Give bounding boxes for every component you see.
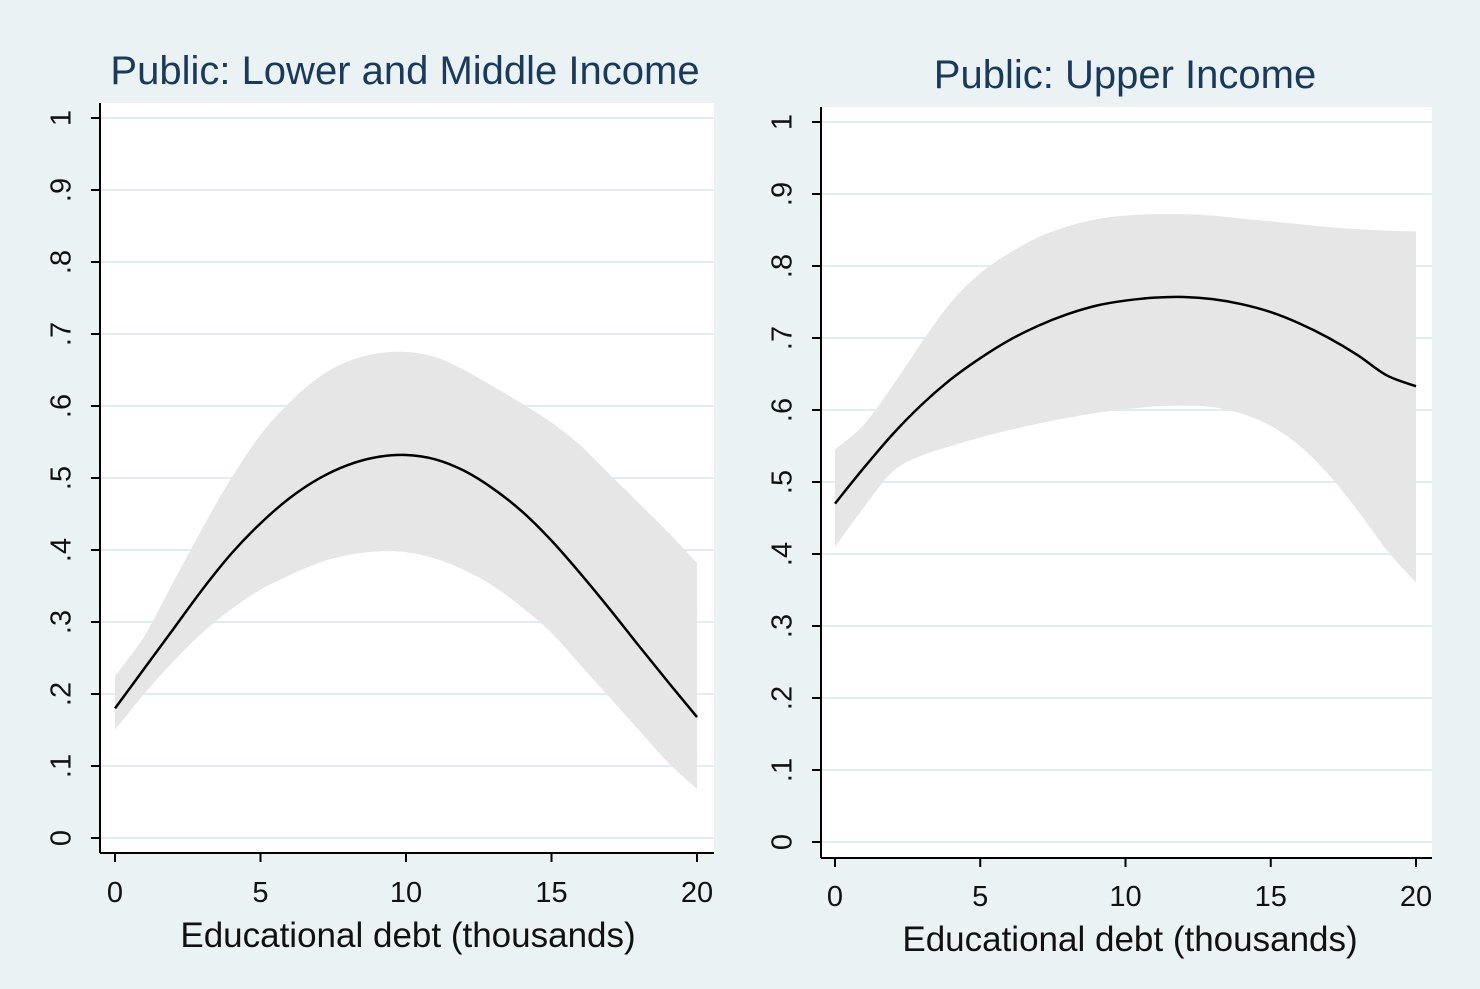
estimate-line	[113, 453, 698, 718]
chart-title: Public: Upper Income	[934, 53, 1316, 97]
y-tick-label: .4	[767, 542, 799, 566]
x-tick-label: 5	[972, 881, 988, 913]
confidence-band	[115, 351, 697, 790]
y-tick-label: .6	[46, 394, 78, 418]
panel-upper-income: 0 .1 .2 .3 .4 .5 .6 .7 .8 .9 1 0 5 10 15 20 Public: Up…	[767, 53, 1432, 959]
x-tick-label: 10	[1109, 881, 1141, 913]
y-tick-label: .3	[46, 610, 78, 634]
y-tick-label: 1	[46, 110, 78, 126]
y-tick-label: 1	[767, 114, 799, 130]
x-tick-label: 15	[535, 877, 567, 909]
x-tick-label: 15	[1255, 881, 1287, 913]
y-tick-label: .9	[46, 178, 78, 202]
y-tick-label: .7	[46, 322, 78, 346]
y-tick-label: .9	[767, 182, 799, 206]
x-tick-label: 0	[107, 877, 123, 909]
y-tick-label: .5	[767, 470, 799, 494]
y-tick-label: .3	[767, 614, 799, 638]
panel-lower-middle-income: 0 .1 .2 .3 .4 .5 .6 .7 .8 .9 1 0 5 10 15 20 Public: Lo…	[46, 49, 714, 955]
x-tick-label: 10	[390, 877, 422, 909]
x-axis-label: Educational debt (thousands)	[902, 920, 1357, 959]
x-tick-label: 20	[681, 877, 713, 909]
y-tick-label: 0	[767, 834, 799, 850]
y-tick-label: .1	[767, 758, 799, 782]
y-tick-label: .8	[767, 254, 799, 278]
y-tick-label: .2	[767, 686, 799, 710]
y-tick-label: .1	[46, 754, 78, 778]
y-tick-label: .8	[46, 250, 78, 274]
y-axis-ticks: 0 .1 .2 .3 .4 .5 .6 .7 .8 .9 1	[767, 114, 821, 850]
y-tick-label: .5	[46, 466, 78, 490]
y-tick-label: .7	[767, 326, 799, 350]
x-tick-label: 0	[827, 881, 843, 913]
estimate-line	[834, 295, 1417, 505]
confidence-band	[835, 213, 1416, 583]
x-tick-label: 20	[1400, 881, 1432, 913]
x-tick-label: 5	[252, 877, 268, 909]
y-tick-label: .4	[46, 538, 78, 562]
chart-title: Public: Lower and Middle Income	[110, 49, 699, 93]
y-tick-label: .2	[46, 682, 78, 706]
y-axis-ticks: 0 .1 .2 .3 .4 .5 .6 .7 .8 .9 1	[46, 110, 100, 846]
y-tick-label: .6	[767, 398, 799, 422]
gridlines	[101, 117, 714, 839]
x-axis-ticks: 0 5 10 15 20	[827, 858, 1432, 913]
x-axis-label: Educational debt (thousands)	[180, 916, 635, 955]
y-tick-label: 0	[46, 830, 78, 846]
x-axis-ticks: 0 5 10 15 20	[107, 853, 713, 909]
